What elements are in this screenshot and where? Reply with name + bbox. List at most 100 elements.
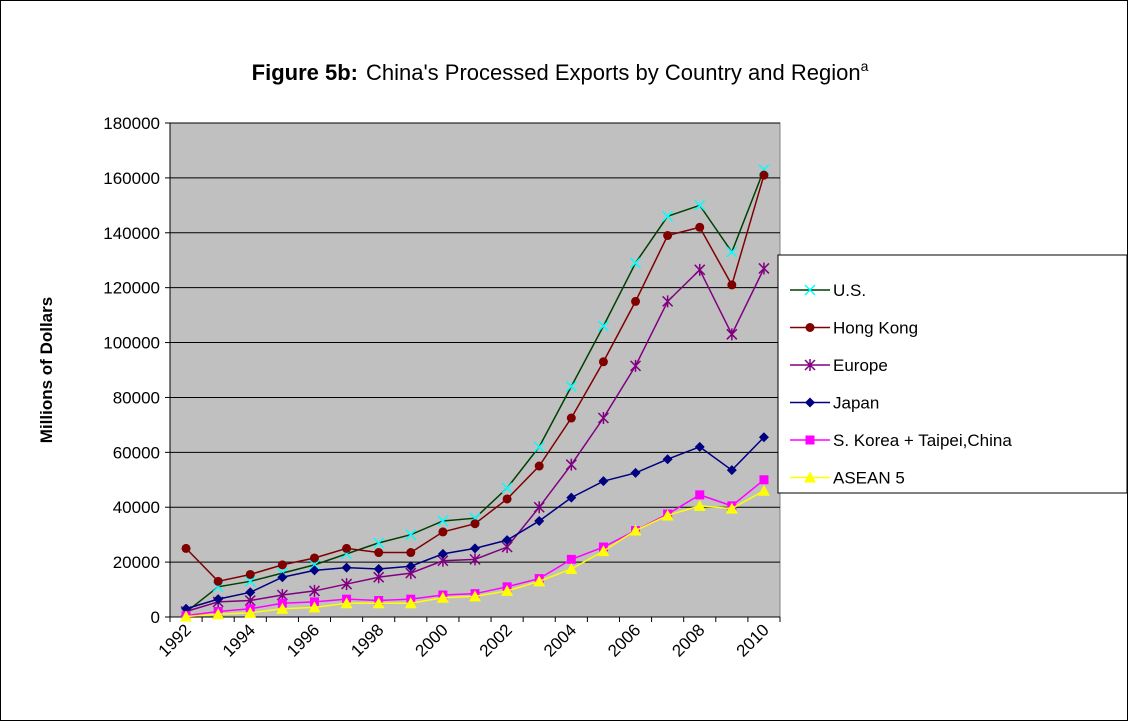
series: [181, 432, 769, 614]
marker: [277, 560, 287, 570]
marker: [759, 475, 769, 485]
marker: [373, 563, 384, 574]
marker: [341, 578, 353, 591]
marker: [630, 467, 641, 478]
y-tick-label: 80000: [113, 388, 160, 407]
marker: [804, 471, 816, 483]
y-tick-label: 40000: [113, 498, 160, 517]
marker: [181, 543, 191, 553]
marker: [629, 359, 642, 372]
marker: [804, 359, 816, 371]
marker: [244, 575, 256, 587]
y-tick-label: 120000: [103, 279, 160, 298]
marker: [695, 222, 705, 232]
marker: [725, 502, 738, 514]
marker: [341, 562, 352, 573]
marker: [629, 257, 642, 269]
marker: [533, 575, 546, 587]
marker: [533, 501, 545, 514]
marker: [597, 320, 609, 332]
marker: [340, 597, 353, 609]
title-superscript: a: [861, 58, 869, 74]
marker: [726, 246, 738, 258]
y-tick-label: 60000: [113, 443, 160, 462]
series: [180, 262, 770, 618]
marker: [436, 591, 449, 603]
marker: [566, 492, 577, 503]
marker: [757, 484, 770, 496]
series: [180, 484, 770, 622]
marker: [501, 482, 513, 494]
plot-area: [169, 122, 781, 618]
marker: [565, 380, 577, 392]
y-tick-label: 0: [151, 608, 160, 627]
legend-label: Japan: [833, 394, 879, 413]
legend-label: Europe: [833, 356, 888, 375]
y-tick-label: 100000: [103, 334, 160, 353]
marker: [309, 565, 320, 576]
marker: [502, 535, 513, 546]
legend-label: U.S.: [833, 281, 866, 300]
marker: [277, 572, 288, 583]
marker: [309, 553, 319, 563]
marker: [534, 515, 545, 526]
marker: [406, 548, 416, 558]
marker: [213, 576, 223, 586]
marker: [308, 559, 321, 571]
marker: [438, 527, 448, 537]
marker: [805, 323, 815, 332]
legend-label: Hong Kong: [833, 319, 918, 338]
y-tick-label: 180000: [103, 114, 160, 133]
y-tick-label: 160000: [103, 169, 160, 188]
marker: [694, 263, 706, 276]
marker: [805, 435, 815, 445]
marker: [758, 432, 769, 443]
marker: [405, 529, 417, 541]
legend: U.S. Hong Kong Europe Japan S. Korea + Taipe…: [777, 254, 1128, 494]
marker: [245, 569, 255, 579]
marker: [597, 545, 610, 557]
marker: [629, 524, 642, 536]
marker: [244, 606, 257, 618]
marker: [694, 199, 706, 211]
legend-label: S. Korea + Taipei,China: [833, 431, 1012, 450]
marker: [308, 584, 321, 597]
marker: [662, 454, 673, 465]
marker: [534, 461, 544, 471]
marker: [405, 561, 416, 572]
marker: [804, 284, 816, 296]
title-text: China's Processed Exports by Country and…: [366, 60, 861, 85]
marker: [805, 397, 815, 408]
marker: [470, 519, 480, 529]
legend-label: ASEAN 5: [833, 469, 905, 488]
marker: [597, 412, 609, 425]
marker: [372, 597, 385, 609]
marker: [501, 584, 514, 596]
marker: [180, 610, 193, 622]
marker: [276, 602, 289, 614]
title-prefix: Figure 5b:: [252, 60, 358, 85]
marker: [726, 465, 737, 476]
marker: [662, 295, 674, 308]
marker: [373, 537, 385, 549]
marker: [758, 262, 770, 275]
marker: [437, 548, 448, 559]
marker: [693, 499, 706, 511]
marker: [759, 170, 769, 180]
marker: [726, 328, 738, 341]
marker: [502, 494, 512, 504]
marker: [661, 509, 674, 521]
marker: [727, 280, 737, 290]
marker: [437, 515, 449, 527]
y-axis-label: Millions of Dollars: [37, 297, 56, 443]
marker: [470, 543, 480, 554]
marker: [212, 608, 225, 620]
marker: [694, 441, 705, 452]
marker: [469, 553, 481, 566]
marker: [342, 543, 352, 553]
marker: [374, 548, 384, 558]
marker: [663, 231, 673, 241]
marker: [566, 413, 576, 423]
